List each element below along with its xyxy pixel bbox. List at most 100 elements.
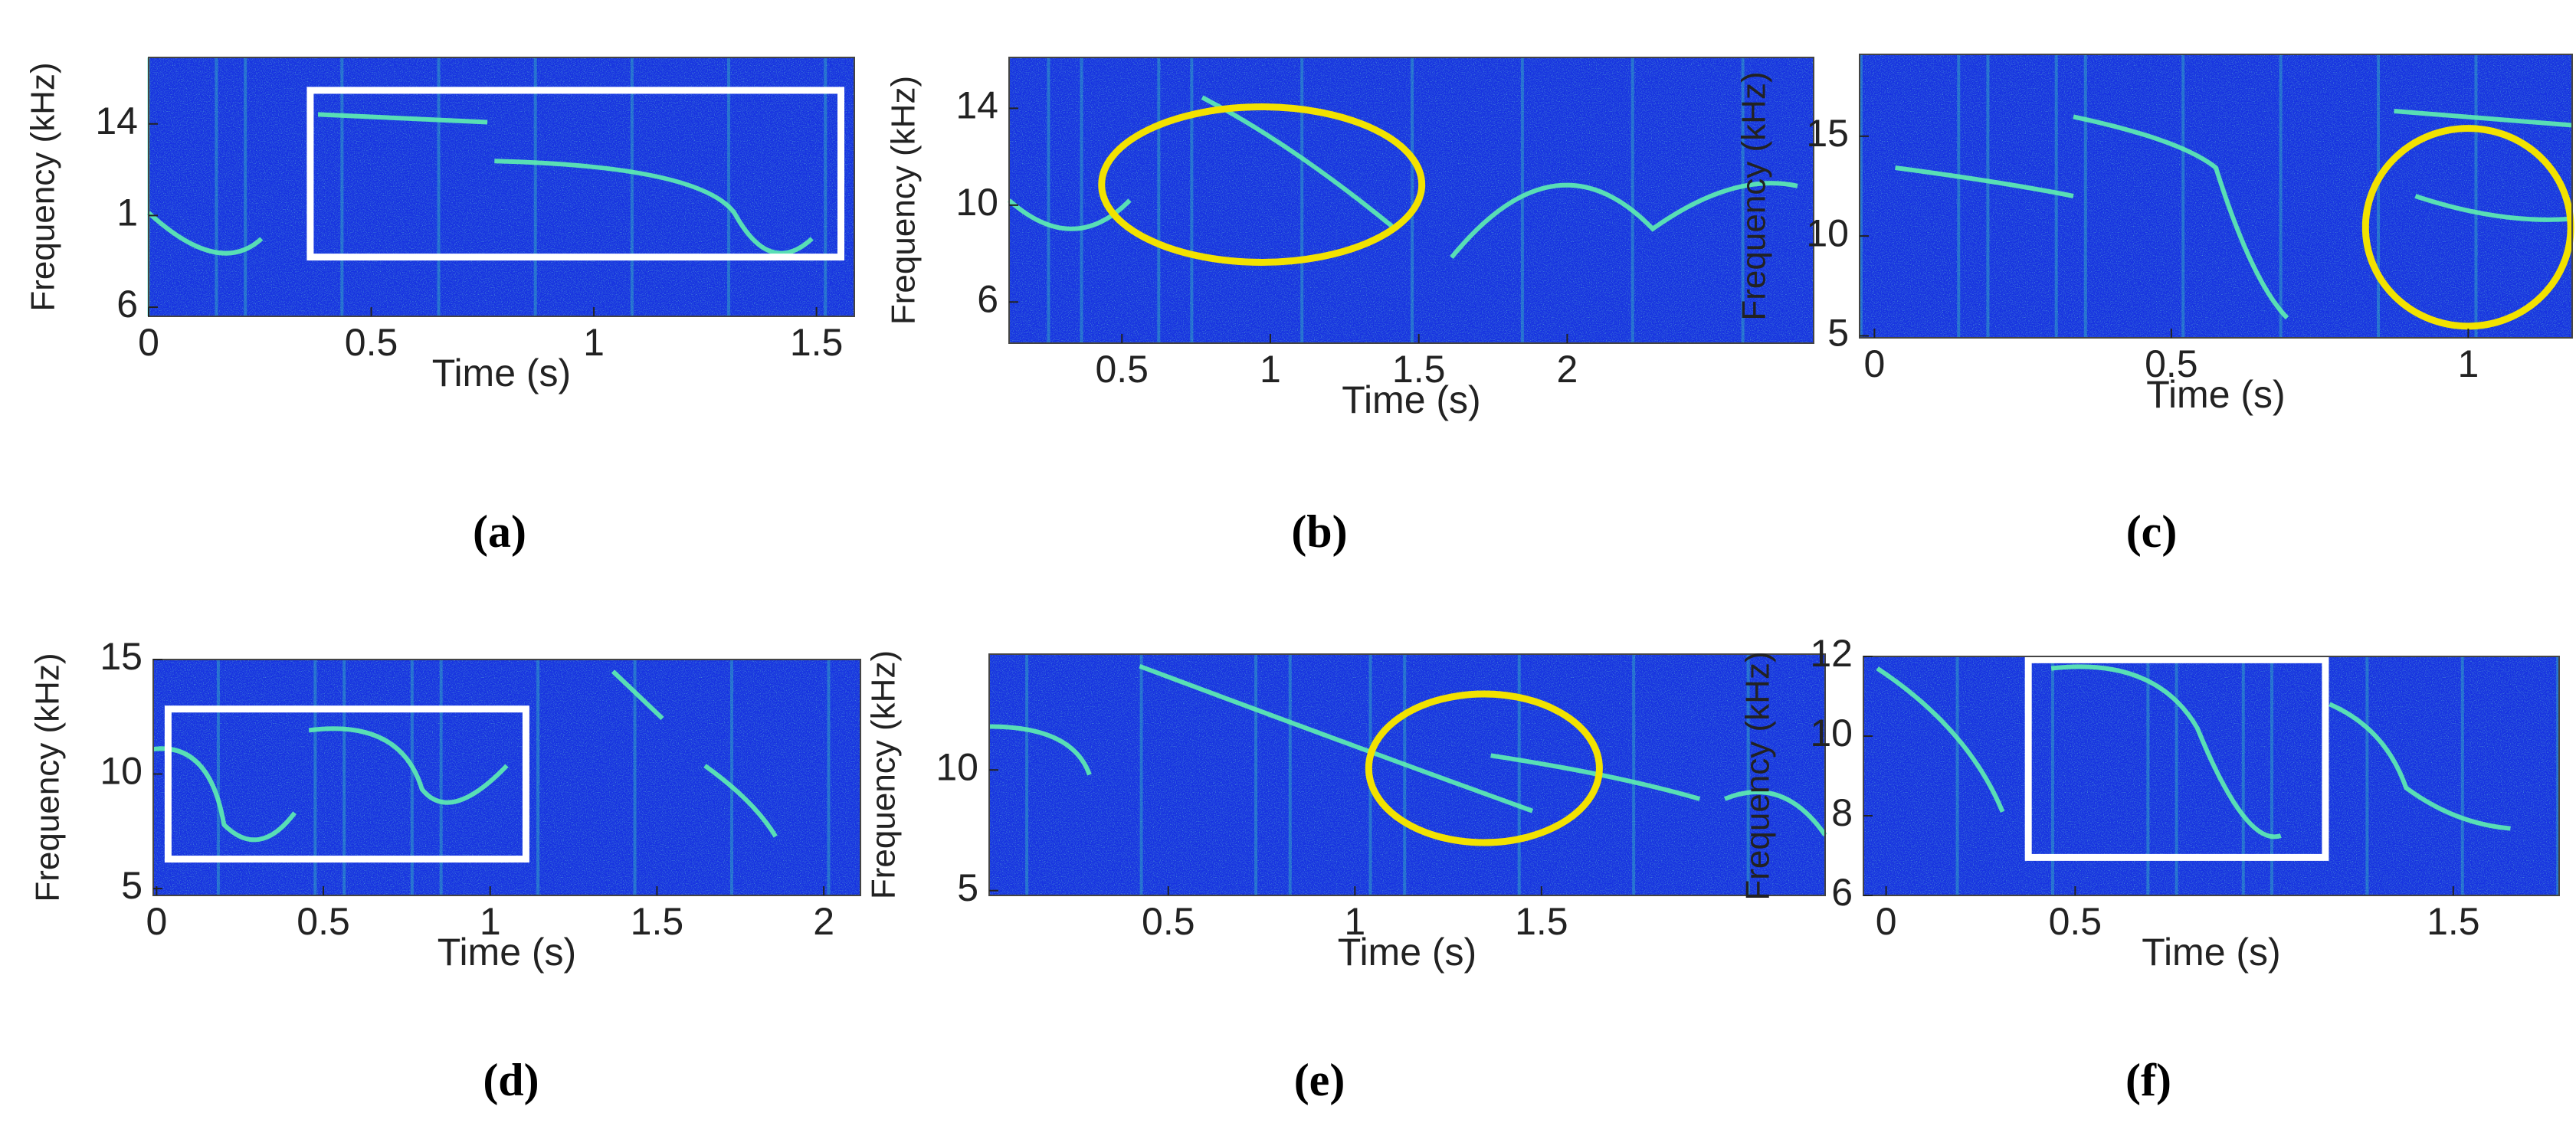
whistle-contour — [1139, 663, 1534, 813]
x-tick-label: 0.5 — [1095, 348, 1149, 391]
x-tick-label: 0.5 — [297, 900, 350, 943]
y-tick-label: 5 — [121, 864, 143, 907]
spectrogram-noise — [989, 654, 1825, 895]
whistle-contour — [2394, 109, 2573, 128]
panel-caption: (b) — [1291, 506, 1347, 557]
whistle-contour — [703, 764, 778, 838]
x-tick-label: 1.5 — [2427, 900, 2480, 943]
x-axis-label: Time (s) — [2146, 373, 2285, 416]
panel-caption: (f) — [2125, 1055, 2171, 1105]
y-tick-label: 10 — [100, 750, 143, 793]
panel: 0 0.5 1.5 6 8 10 12 Time (s) Frequency (kHz) (f) — [1739, 632, 2560, 1105]
plot-frame — [1859, 54, 2573, 339]
x-tick-label: 0 — [1863, 342, 1885, 385]
panel-caption: (e) — [1294, 1055, 1345, 1105]
y-tick-label: 6 — [977, 277, 998, 320]
x-tick-label: 1 — [1260, 348, 1281, 391]
x-tick-label: 0 — [138, 321, 159, 364]
whistle-contour — [988, 724, 1092, 776]
y-tick-label: 6 — [1831, 871, 1853, 914]
y-tick-label: 15 — [1806, 112, 1849, 155]
panel-caption: (a) — [473, 506, 526, 557]
y-tick-label: 12 — [1810, 632, 1853, 675]
y-axis-label: Frequency (kHz) — [865, 650, 903, 899]
whistle-contour — [152, 746, 297, 843]
x-tick-label: 2 — [1557, 348, 1578, 391]
y-axis-label: Frequency (kHz) — [885, 76, 923, 325]
x-tick-label: 1 — [2457, 342, 2479, 385]
x-tick-label: 0.5 — [345, 321, 398, 364]
whistle-contour — [2329, 702, 2511, 831]
y-tick-label: 5 — [1827, 312, 1849, 355]
x-tick-label: 2 — [813, 900, 834, 943]
highlight-box — [164, 705, 529, 863]
y-axis-label: Frequency (kHz) — [1739, 651, 1777, 900]
x-axis-label: Time (s) — [1342, 378, 1480, 421]
plot-frame — [988, 653, 1826, 896]
panel: 0 0.5 1 1.5 2 5 10 15 Time (s) Frequency (kHz) (d) — [29, 635, 861, 1105]
x-tick-label: 1 — [583, 321, 605, 364]
whistle-contour — [308, 726, 509, 805]
y-tick-label: 14 — [955, 84, 998, 127]
spectrogram-noise — [1860, 54, 2572, 338]
x-axis-label: Time (s) — [1338, 931, 1476, 974]
whistle-contour — [1450, 181, 1798, 259]
plot-frame — [152, 659, 861, 896]
whistle-contour — [1490, 753, 1701, 801]
highlight-box — [2024, 656, 2329, 861]
x-tick-label: 1 — [480, 900, 501, 943]
x-axis-label: Time (s) — [432, 352, 571, 394]
x-tick-label: 0.5 — [2049, 900, 2102, 943]
whistle-contour — [317, 112, 488, 125]
y-axis-label: Frequency (kHz) — [25, 62, 62, 311]
y-tick-label: 8 — [1831, 791, 1853, 834]
spectrogram-noise — [1009, 57, 1814, 343]
plot-frame — [1863, 656, 2560, 896]
y-tick-label: 1 — [116, 191, 138, 234]
highlight-box — [306, 87, 845, 261]
x-axis-label: Time (s) — [2142, 931, 2280, 974]
y-tick-label: 6 — [116, 283, 138, 326]
whistle-contour — [1895, 165, 2074, 198]
y-tick-label: 10 — [1806, 211, 1849, 254]
y-axis-label: Frequency (kHz) — [29, 653, 67, 902]
panel-caption: (c) — [2126, 506, 2178, 557]
x-tick-label: 1.5 — [1515, 900, 1568, 943]
y-tick-label: 14 — [95, 100, 138, 142]
whistle-contour — [146, 211, 264, 256]
whistle-contour — [611, 669, 664, 721]
plot-frame — [148, 57, 855, 317]
y-axis-label: Frequency (kHz) — [1735, 71, 1773, 320]
x-tick-label: 0.5 — [1142, 900, 1195, 943]
whistle-contour — [494, 159, 814, 256]
whistle-contour — [2050, 664, 2282, 840]
highlight-ellipse — [2361, 125, 2574, 330]
x-tick-label: 0 — [1876, 900, 1897, 943]
x-axis-label: Time (s) — [438, 931, 576, 974]
whistle-contour — [2414, 194, 2573, 222]
spectrogram-noise — [149, 57, 854, 316]
panel-caption: (d) — [483, 1055, 539, 1105]
y-tick-label: 10 — [1810, 712, 1853, 754]
x-tick-label: 0.5 — [2145, 342, 2198, 385]
y-tick-label: 15 — [100, 635, 143, 678]
highlight-ellipse — [1365, 690, 1603, 846]
y-tick-label: 5 — [957, 866, 978, 909]
y-tick-label: 10 — [955, 181, 998, 224]
panel: 0.5 1 1.5 2 6 10 14 Time (s) Frequency (kHz) (b) — [885, 57, 1814, 557]
plot-frame — [1008, 57, 1814, 344]
x-tick-label: 1.5 — [790, 321, 844, 364]
x-tick-label: 1 — [1344, 900, 1365, 943]
x-tick-label: 0 — [146, 900, 167, 943]
highlight-ellipse — [1098, 103, 1426, 266]
y-tick-label: 10 — [936, 745, 978, 788]
x-tick-label: 1.5 — [631, 900, 684, 943]
x-tick-label: 1.5 — [1392, 348, 1446, 391]
panel: 0 0.5 1 1.5 6 1 14 Time (s) Frequency (kHz) (a) — [25, 57, 855, 557]
whistle-contour — [1723, 790, 1827, 836]
panel: 0.5 1 1.5 5 10 Time (s) Frequency (kHz) (e) — [865, 650, 1827, 1105]
whistle-contour — [2073, 114, 2289, 320]
whistle-contour — [1876, 666, 2005, 813]
